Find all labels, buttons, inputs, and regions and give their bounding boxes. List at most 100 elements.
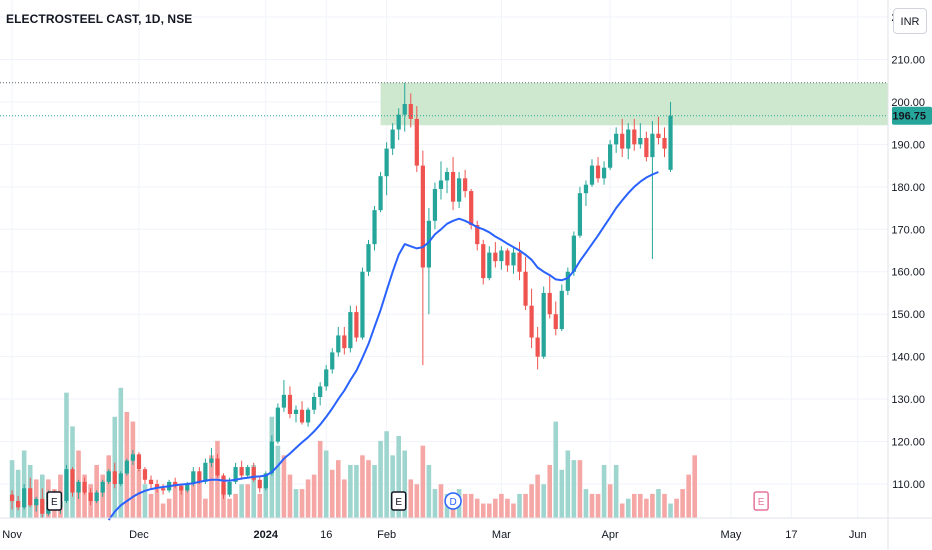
volume-bar — [209, 455, 214, 518]
candle-body — [160, 488, 166, 491]
time-tick-label: Apr — [602, 529, 619, 541]
volume-bar — [474, 498, 480, 518]
candle — [76, 479, 81, 499]
earnings-box — [390, 491, 407, 511]
candle — [390, 123, 395, 155]
candle — [348, 305, 353, 353]
candle-body — [499, 250, 504, 262]
dividend-marker[interactable]: D — [444, 492, 462, 510]
candle — [16, 495, 21, 511]
volume-bar — [335, 460, 341, 518]
candle-body — [318, 386, 323, 397]
volume-bar — [366, 460, 371, 518]
candle-body — [614, 133, 619, 145]
candle-body — [197, 471, 202, 482]
time-tick-label: 2024 — [254, 529, 279, 541]
earnings-marker[interactable]: E — [46, 491, 63, 511]
candle — [360, 267, 365, 340]
candle-body — [650, 133, 655, 158]
candle-body — [589, 165, 595, 185]
currency-button[interactable]: INR — [893, 8, 927, 34]
candle — [378, 171, 383, 213]
volume-bar — [118, 387, 124, 518]
candle-body — [281, 394, 287, 408]
volume-bar — [438, 484, 444, 518]
volume-bar — [287, 474, 293, 518]
volume-bar — [547, 464, 553, 518]
candle-body — [239, 467, 244, 476]
candle — [608, 140, 613, 170]
candle-body — [529, 305, 534, 338]
volume-bar — [82, 474, 87, 518]
volume-bar — [130, 421, 136, 518]
candle — [668, 101, 673, 172]
volume-bar — [64, 392, 69, 518]
candle-body — [632, 129, 637, 145]
symbol-title[interactable]: ELECTROSTEEL CAST, 1D, NSE — [6, 12, 193, 26]
candle — [100, 479, 105, 497]
volume-bar — [239, 484, 244, 518]
candle — [130, 450, 136, 465]
candle — [426, 208, 432, 315]
candle-body — [185, 484, 190, 491]
volume-bar — [680, 489, 685, 518]
candle-body — [662, 137, 667, 149]
candle — [148, 475, 154, 489]
candle-body — [312, 396, 317, 410]
candle — [245, 464, 250, 478]
candle — [9, 490, 15, 510]
candle-body — [76, 481, 81, 493]
candle — [571, 231, 576, 276]
zone-rect — [380, 82, 888, 126]
volume-bar — [142, 484, 148, 518]
volume-bar — [686, 474, 691, 518]
candle-body — [94, 492, 99, 502]
candle — [402, 82, 407, 132]
candle — [614, 127, 619, 153]
time-axis[interactable]: Nov Dec 2024 16 Feb Mar Apr May 17 Jun — [0, 517, 932, 541]
candle-body — [553, 314, 558, 330]
earnings-marker[interactable]: E — [390, 491, 407, 511]
candle — [136, 452, 142, 472]
candle-body — [324, 369, 329, 387]
candle — [330, 348, 335, 374]
candle-body — [450, 171, 456, 202]
price-tick-label: 110.00 — [892, 479, 925, 491]
candle — [396, 108, 401, 141]
price-tick-label: 210.00 — [891, 54, 925, 66]
volume-bar — [342, 479, 347, 518]
volume-bar — [257, 493, 263, 518]
volume-bar — [553, 421, 559, 518]
candle-body — [626, 129, 631, 149]
candle-body — [275, 407, 280, 442]
candle — [94, 490, 99, 504]
candle — [312, 392, 317, 414]
time-tick-label: Dec — [129, 529, 149, 541]
candle-body — [215, 458, 220, 476]
volume-bar — [311, 474, 317, 518]
candle-body — [293, 409, 299, 414]
candle — [481, 239, 486, 285]
volume-bar — [299, 489, 305, 518]
candle-body — [444, 171, 450, 181]
candle — [209, 447, 214, 468]
candle — [595, 157, 601, 183]
marker-label: E — [51, 497, 58, 508]
candle — [257, 475, 262, 493]
volume-bar — [517, 493, 522, 518]
price-tick-label: 160.00 — [891, 267, 925, 279]
candle — [287, 386, 293, 419]
volume-bar — [227, 498, 232, 518]
candle-body — [336, 335, 341, 353]
price-axis[interactable]: 110.00 120.00 130.00 140.00 150.00 160.00 170.… — [887, 0, 932, 550]
volume-bar — [360, 455, 365, 518]
candle-body — [372, 210, 377, 245]
volume-bar — [426, 464, 432, 518]
earnings-marker[interactable]: E — [753, 491, 769, 511]
volume-bar — [571, 460, 577, 518]
marker-label: D — [449, 497, 456, 508]
candle-body — [209, 458, 214, 463]
candle — [499, 246, 504, 270]
candle-body — [517, 252, 522, 272]
